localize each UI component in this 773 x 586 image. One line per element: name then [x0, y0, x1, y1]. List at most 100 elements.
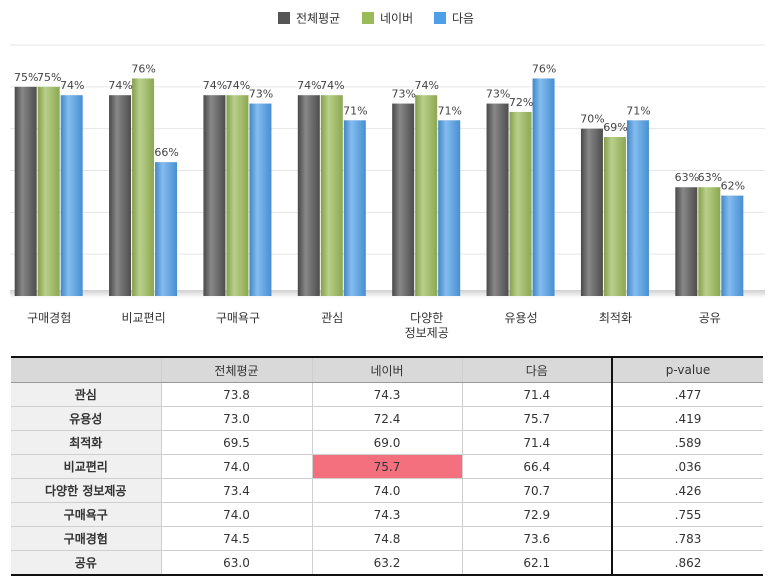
table-header-p-value: p-value	[611, 356, 763, 383]
chart-bar	[14, 86, 37, 296]
table-row-label: 구매욕구	[11, 502, 161, 527]
table-cell: 69.0	[311, 430, 462, 455]
chart-data-label: 63%	[675, 171, 699, 184]
chart-bar	[532, 78, 555, 296]
table-cell-p-value: .419	[611, 406, 763, 431]
table-cell-highlighted: 75.7	[311, 454, 462, 479]
chart-x-tick-label: 최적화	[599, 311, 632, 325]
table-cell: 62.1	[461, 550, 612, 576]
chart-bar	[226, 95, 249, 296]
table-row: 유용성 73.0 72.4 75.7 .419	[11, 406, 763, 431]
table-row: 공유 63.0 63.2 62.1 .862	[11, 550, 763, 576]
table-cell: 71.4	[461, 382, 612, 407]
legend-label: 전체평균	[296, 12, 340, 26]
chart-bar	[438, 120, 461, 296]
chart-data-label: 76%	[131, 62, 155, 75]
chart-data-label: 62%	[721, 180, 745, 193]
chart-data-label: 74%	[226, 79, 250, 92]
table-cell-p-value: .589	[611, 430, 763, 455]
table-cell: 74.3	[311, 382, 462, 407]
table-header-corner	[11, 356, 161, 383]
table-header-total-avg: 전체평균	[160, 356, 312, 383]
table-cell: 74.0	[160, 454, 312, 479]
table-cell: 73.6	[461, 526, 612, 551]
chart-floor	[10, 290, 765, 298]
chart-data-label: 75%	[14, 71, 38, 84]
chart-bar	[603, 137, 626, 296]
table-cell: 74.5	[160, 526, 312, 551]
table-row: 구매욕구 74.0 74.3 72.9 .755	[11, 502, 763, 527]
chart-data-label: 74%	[414, 79, 438, 92]
table-cell-p-value: .477	[611, 382, 763, 407]
table-cell: 63.0	[160, 550, 312, 576]
table-header-naver: 네이버	[311, 356, 462, 383]
legend-swatch	[362, 12, 374, 24]
table-row: 다양한 정보제공 73.4 74.0 70.7 .426	[11, 478, 763, 503]
table-cell: 72.9	[461, 502, 612, 527]
table-cell: 71.4	[461, 430, 612, 455]
table-row: 구매경험 74.5 74.8 73.6 .783	[11, 526, 763, 551]
chart-data-label: 69%	[603, 121, 627, 134]
chart-data-labels: 75%75%74% 74%76%66%74%74%73%74%74%71%73%7…	[14, 62, 745, 192]
chart-bar	[626, 120, 649, 296]
table-cell: 74.3	[311, 502, 462, 527]
chart-bar	[580, 128, 603, 296]
chart-bar	[320, 95, 343, 296]
stats-table: 전체평균 네이버 다음 p-value 관심 73.8 74.3 71.4 .4…	[11, 356, 763, 576]
chart-x-tick-label: 구매경험	[27, 311, 71, 325]
table-row-label: 구매경험	[11, 526, 161, 551]
table-cell: 74.0	[160, 502, 312, 527]
table-cell: 69.5	[160, 430, 312, 455]
chart-bar	[721, 195, 744, 296]
chart-data-label: 74%	[320, 79, 344, 92]
table-header-row: 전체평균 네이버 다음 p-value	[11, 356, 763, 383]
table-row-label: 최적화	[11, 430, 161, 455]
chart-bar	[60, 95, 83, 296]
chart-data-label: 74%	[108, 79, 132, 92]
table-row-label: 관심	[11, 382, 161, 407]
bar-chart: 75%75%74% 74%76%66%74%74%73%74%74%71%73%7…	[10, 12, 765, 340]
chart-data-label: 73%	[249, 88, 273, 101]
chart-bar	[698, 187, 721, 296]
legend-swatch	[434, 12, 446, 24]
chart-x-tick-label: 비교편리	[121, 311, 165, 325]
chart-data-label: 74%	[297, 79, 321, 92]
chart-x-tick-label: 유용성	[505, 311, 538, 325]
chart-bar	[132, 78, 155, 296]
table-header-daum: 다음	[461, 356, 612, 383]
chart-data-label: 75%	[37, 71, 61, 84]
chart-bar	[249, 103, 272, 296]
chart-data-label: 74%	[203, 79, 227, 92]
table-cell: 74.0	[311, 478, 462, 503]
table-cell-p-value: .036	[611, 454, 763, 479]
chart-x-tick-label: 공유	[699, 311, 721, 325]
legend-label: 다음	[452, 12, 474, 26]
chart-x-tick-label: 다양한 정보제공	[405, 311, 449, 340]
chart-data-label: 74%	[60, 79, 84, 92]
chart-bar	[109, 95, 132, 296]
chart-data-label: 76%	[532, 62, 556, 75]
chart-data-label: 66%	[154, 146, 178, 159]
chart-bars	[14, 78, 744, 296]
chart-x-tick-label: 관심	[321, 311, 343, 325]
table-cell: 73.0	[160, 406, 312, 431]
table-cell: 72.4	[311, 406, 462, 431]
chart-bar	[509, 111, 532, 296]
table-cell: 73.8	[160, 382, 312, 407]
chart-data-label: 70%	[580, 113, 604, 126]
chart-x-tick-label: 구매욕구	[216, 311, 260, 325]
chart-bar	[155, 162, 178, 296]
chart-bar	[675, 187, 698, 296]
table-cell: 66.4	[461, 454, 612, 479]
table-row: 비교편리 74.0 75.7 66.4 .036	[11, 454, 763, 479]
table-cell-p-value: .862	[611, 550, 763, 576]
table-cell: 74.8	[311, 526, 462, 551]
chart-bar	[392, 103, 415, 296]
chart-data-label: 73%	[486, 88, 510, 101]
table-row-label: 공유	[11, 550, 161, 576]
legend-label: 네이버	[380, 12, 413, 26]
chart-bar	[297, 95, 320, 296]
table-row-label: 유용성	[11, 406, 161, 431]
table-row-label: 비교편리	[11, 454, 161, 479]
chart-data-label: 63%	[698, 171, 722, 184]
